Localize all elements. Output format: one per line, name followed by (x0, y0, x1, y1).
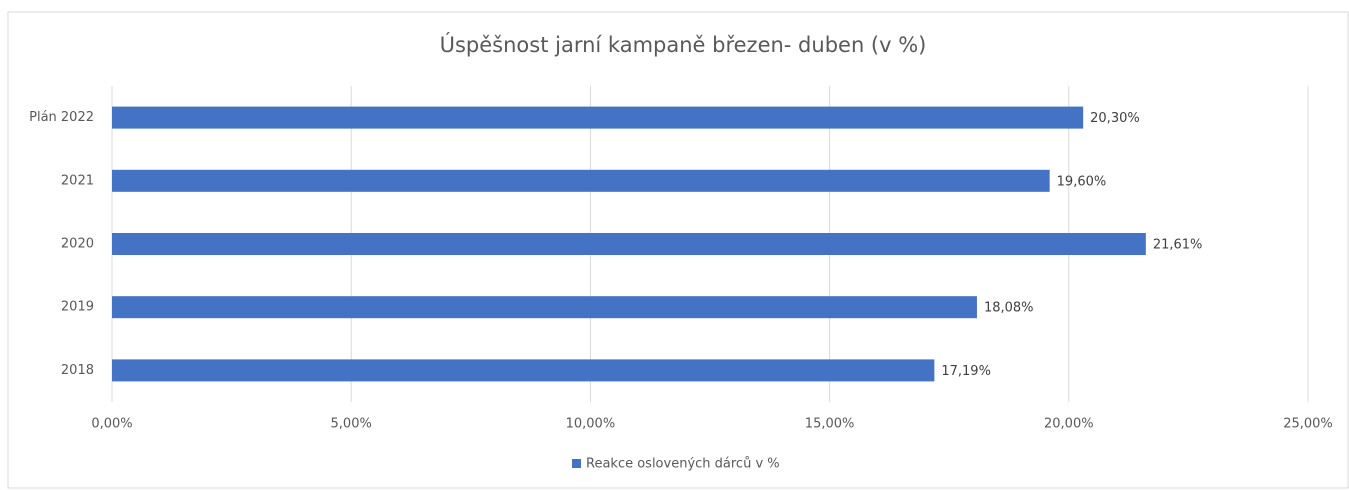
y-tick-label: 2020 (61, 237, 94, 252)
x-tick-label: 10,00% (566, 417, 616, 432)
x-tick-label: 0,00% (91, 417, 132, 432)
bar (112, 106, 1084, 129)
data-label: 18,08% (984, 301, 1034, 316)
y-tick-label: Plán 2022 (29, 110, 94, 125)
bar (112, 233, 1146, 255)
data-label: 17,19% (941, 364, 991, 379)
x-tick-label: 15,00% (805, 417, 855, 432)
data-label: 19,60% (1057, 174, 1107, 189)
y-tick-label: 2019 (61, 300, 94, 315)
legend-swatch (572, 459, 581, 468)
chart-title: Úspěšnost jarní kampaně březen- duben (v… (440, 32, 927, 57)
y-tick-label: 2021 (61, 173, 94, 188)
y-tick-label: 2018 (61, 363, 94, 378)
bar (112, 296, 977, 319)
x-tick-label: 5,00% (331, 417, 372, 432)
data-label: 21,61% (1153, 238, 1203, 253)
x-tick-label: 20,00% (1044, 417, 1094, 432)
legend-label: Reakce oslovených dárců v % (586, 457, 780, 472)
x-tick-label: 25,00% (1283, 417, 1333, 432)
bar (112, 169, 1050, 192)
bar (112, 359, 935, 382)
data-label: 20,30% (1090, 111, 1140, 126)
